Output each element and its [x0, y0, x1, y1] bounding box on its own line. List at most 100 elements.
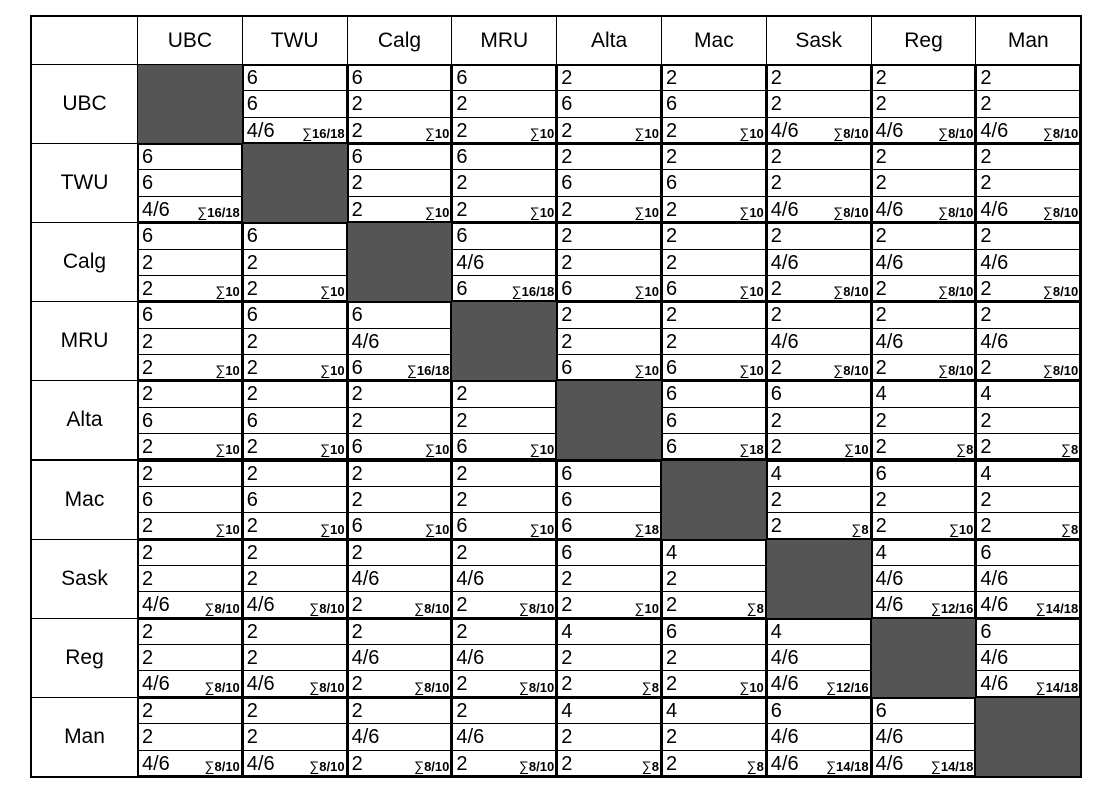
game-value: 4: [980, 462, 992, 485]
matchup-cell-sask-alta-game-1: 6: [556, 538, 662, 566]
matchup-cell-alta-sask-game-1: 6: [765, 380, 872, 408]
sum-total: ∑10: [635, 126, 659, 141]
matchup-cell-ubc-calg-game-2: 2: [346, 90, 453, 118]
matchup-cell-twu-sask-game-2: 2: [765, 169, 872, 197]
game-value: 6: [666, 172, 678, 195]
game-value: 6: [561, 277, 573, 300]
sum-value: 10: [330, 442, 345, 458]
game-value: 6: [875, 462, 887, 485]
sum-value: 8/10: [214, 758, 240, 774]
game-value: 2: [246, 383, 258, 406]
game-value: 2: [875, 409, 887, 432]
matchup-cell-mac-mru-game-1: 2: [451, 459, 558, 487]
sum-value: 10: [330, 521, 345, 537]
sum-total: ∑8/10: [833, 205, 868, 220]
column-header-twu: TWU: [241, 16, 348, 65]
column-header-label: TWU: [270, 28, 319, 52]
sum-total: ∑8: [747, 759, 764, 774]
matchup-cell-calg-mac-game-2: 2: [661, 248, 767, 276]
sum-total: ∑8/10: [1043, 284, 1078, 299]
game-value: 2: [246, 567, 258, 590]
game-value: 4/6: [980, 251, 1009, 274]
sum-symbol: ∑: [518, 757, 529, 774]
diagonal-cell: [137, 64, 243, 145]
game-value: 6: [351, 436, 363, 459]
game-value: 2: [351, 620, 363, 643]
sum-symbol: ∑: [204, 678, 215, 695]
matchup-cell-calg-mac-game-3: 6 ∑10: [661, 274, 767, 303]
sum-total: ∑12/16: [931, 601, 974, 616]
corner-cell: [31, 16, 138, 65]
matchup-cell-ubc-reg-game-3: 4/6 ∑8/10: [870, 116, 977, 145]
column-header-label: MRU: [480, 28, 529, 52]
sum-symbol: ∑: [1042, 362, 1053, 379]
sum-total: ∑8/10: [938, 284, 973, 299]
sum-value: 8: [861, 521, 869, 537]
game-value: 4/6: [142, 198, 170, 221]
matchup-cell-alta-reg-game-2: 2: [870, 406, 977, 435]
sum-total: ∑10: [425, 442, 449, 457]
diagonal-cell: [975, 696, 1082, 777]
matchup-cell-ubc-twu-game-1: 6: [241, 64, 348, 92]
game-value: 4/6: [875, 726, 904, 749]
game-value: 4/6: [351, 647, 380, 670]
sum-value: 8: [651, 758, 659, 774]
sum-symbol: ∑: [518, 599, 529, 616]
matchup-cell-alta-mru-game-2: 2: [451, 406, 558, 435]
game-value: 2: [770, 357, 782, 380]
matchup-cell-ubc-calg-game-1: 6: [346, 64, 453, 92]
matchup-cell-ubc-reg-game-1: 2: [870, 64, 977, 92]
game-value: 2: [142, 647, 154, 670]
matchup-cell-mru-alta-game-2: 2: [556, 327, 662, 356]
sum-value: 16/18: [207, 205, 240, 221]
matchup-cell-sask-calg-game-2: 4/6: [346, 564, 453, 593]
sum-symbol: ∑: [215, 362, 226, 379]
row-header-label: UBC: [62, 92, 107, 116]
matchup-cell-reg-sask-game-2: 4/6: [765, 644, 872, 672]
game-value: 6: [351, 357, 363, 380]
matchup-cell-twu-mru-game-1: 6: [451, 143, 558, 171]
sum-total: ∑10: [530, 522, 554, 537]
matchup-cell-reg-man-game-1: 6: [975, 617, 1082, 646]
game-value: 2: [561, 146, 573, 169]
game-value: 2: [875, 436, 887, 459]
matchup-cell-calg-sask-game-2: 4/6: [765, 248, 872, 276]
sum-total: ∑8: [747, 601, 764, 616]
game-value: 2: [246, 436, 258, 459]
matchup-cell-reg-mru-game-3: 2 ∑8/10: [451, 670, 558, 698]
game-value: 2: [770, 146, 782, 169]
sum-symbol: ∑: [320, 362, 331, 379]
sum-total: ∑10: [320, 363, 344, 378]
row-header-label: Man: [64, 724, 105, 748]
sum-total: ∑8: [1061, 522, 1078, 537]
sum-value: 10: [644, 363, 659, 379]
game-value: 4/6: [875, 119, 904, 142]
sum-symbol: ∑: [197, 204, 208, 221]
matchup-cell-sask-mac-game-1: 4: [661, 538, 767, 566]
sum-value: 8/10: [1052, 363, 1079, 379]
matchup-cell-mru-man-game-3: 2 ∑8/10: [975, 354, 1082, 382]
matchup-cell-reg-alta-game-2: 2: [556, 644, 662, 672]
game-value: 6: [351, 515, 363, 538]
sum-symbol: ∑: [634, 125, 645, 142]
matchup-cell-sask-twu-game-2: 2: [241, 564, 348, 593]
sum-total: ∑10: [635, 205, 659, 220]
game-value: 6: [666, 93, 678, 116]
sum-total: ∑8/10: [205, 759, 240, 774]
matchup-cell-sask-alta-game-3: 2 ∑10: [556, 591, 662, 619]
matchup-cell-mru-sask-game-3: 2 ∑8/10: [765, 354, 872, 382]
matchup-cell-ubc-alta-game-2: 6: [556, 90, 662, 118]
game-value: 2: [246, 330, 258, 353]
sum-symbol: ∑: [1035, 678, 1046, 695]
game-value: 6: [351, 304, 363, 327]
game-value: 2: [980, 488, 992, 511]
game-value: 6: [142, 409, 154, 432]
matchup-cell-mac-reg-game-1: 6: [870, 459, 977, 487]
matchup-cell-mru-sask-game-2: 4/6: [765, 327, 872, 356]
matchup-cell-mac-calg-game-3: 6 ∑10: [346, 512, 453, 540]
game-value: 4/6: [246, 119, 275, 142]
game-value: 2: [142, 330, 154, 353]
sum-symbol: ∑: [930, 599, 941, 616]
sum-symbol: ∑: [215, 283, 226, 300]
matchup-cell-twu-calg-game-1: 6: [346, 143, 453, 171]
